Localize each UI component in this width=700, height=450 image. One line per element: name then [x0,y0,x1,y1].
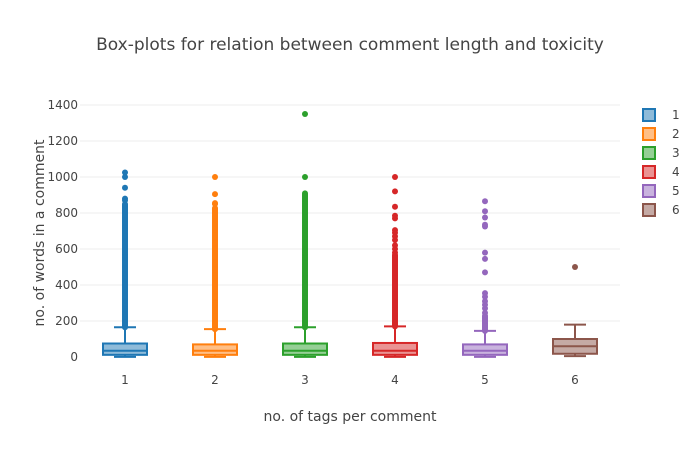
outlier-point [212,174,218,180]
y-gridlines [80,104,620,322]
y-tick-label-1400: 1400 [47,98,78,112]
legend-swatch [642,108,656,122]
x-tick-label-4: 4 [391,373,399,387]
outlier-point [482,290,488,297]
outlier-point [302,174,308,180]
x-axis-title: no. of tags per comment [264,409,437,425]
legend-label: 3 [672,146,680,160]
outlier-point [122,169,128,176]
y-tick-label-0: 0 [70,350,78,364]
y-axis-title: no. of words in a comment [32,139,48,326]
outlier-point [392,242,398,249]
outlier-point [122,195,128,202]
outlier-point [392,203,398,210]
legend-label: 2 [672,127,680,141]
x-tick-label-1: 1 [121,373,129,387]
y-tick-label-800: 800 [55,206,78,220]
legend-label: 6 [672,203,680,217]
outlier-point [482,214,488,221]
legend-swatch [642,165,656,179]
y-tick-label-600: 600 [55,242,78,256]
outlier-point [392,188,398,195]
box-series [102,111,598,358]
outlier-point [392,174,398,180]
legend-swatch [642,127,656,141]
outlier-point [302,111,308,117]
outlier-point [482,198,488,205]
outlier-point [482,269,488,276]
box-iqr [102,342,148,356]
legend-label: 5 [672,184,680,198]
box-iqr [462,343,508,356]
box-6 [552,264,598,358]
outlier-point [482,208,488,215]
box-iqr [192,343,238,356]
outlier-point [122,184,128,191]
legend-label: 4 [672,165,680,179]
outlier-point [482,221,488,228]
x-tick-labels: 1 2 3 4 5 6 [121,373,579,387]
outlier-point [482,249,488,256]
outlier-point [122,174,128,180]
outlier-point [392,212,398,219]
box-4 [372,174,418,358]
x-tick-label-6: 6 [571,373,579,387]
y-tick-label-400: 400 [55,278,78,292]
outlier-point [482,309,488,316]
box-2 [192,174,238,358]
legend-item-3[interactable]: 3 [642,146,680,160]
outlier-point [212,191,218,198]
box-iqr [372,341,418,356]
x-tick-label-2: 2 [211,373,219,387]
legend-item-5[interactable]: 5 [642,184,680,198]
y-tick-labels: 0 200 400 600 800 1000 1200 1400 [47,98,78,364]
y-tick-label-1200: 1200 [47,134,78,148]
outlier-point [392,227,398,234]
legend[interactable]: 1 2 3 4 5 6 [642,108,680,217]
outlier-point [482,255,488,262]
legend-label: 1 [672,108,680,122]
outlier-point [482,298,488,305]
outlier-point [212,205,218,212]
chart-title: Box-plots for relation between comment l… [96,35,604,55]
outlier-point [572,264,578,270]
legend-swatch [642,203,656,217]
x-tick-label-5: 5 [481,373,489,387]
legend-item-4[interactable]: 4 [642,165,680,179]
legend-item-2[interactable]: 2 [642,127,680,141]
y-tick-label-200: 200 [55,314,78,328]
legend-item-6[interactable]: 6 [642,203,680,217]
box-iqr [282,342,328,356]
outlier-point [212,200,218,207]
legend-item-1[interactable]: 1 [642,108,680,122]
outlier-point [302,190,308,197]
legend-swatch [642,146,656,160]
box-5 [462,198,508,358]
x-tick-label-3: 3 [301,373,309,387]
legend-swatch [642,184,656,198]
y-tick-label-1000: 1000 [47,170,78,184]
box-3 [282,111,328,358]
box-1 [102,169,148,358]
